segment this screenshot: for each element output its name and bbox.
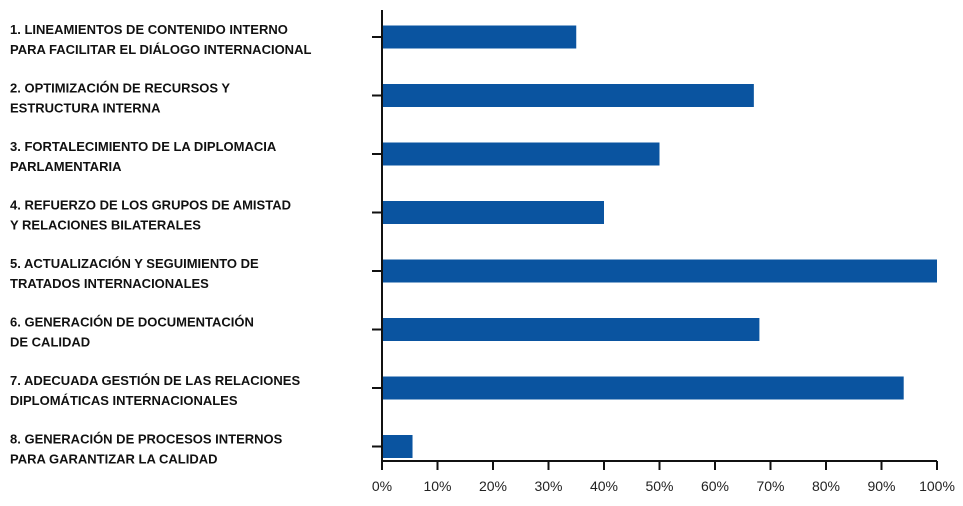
category-label-line: 5. ACTUALIZACIÓN Y SEGUIMIENTO DE bbox=[10, 256, 259, 271]
x-tick-label: 10% bbox=[423, 478, 451, 494]
bar-6 bbox=[383, 318, 760, 341]
bar-4 bbox=[383, 201, 604, 224]
x-tick-label: 90% bbox=[867, 478, 895, 494]
bars bbox=[383, 25, 937, 458]
category-label-7: 7. ADECUADA GESTIÓN DE LAS RELACIONES DIP… bbox=[10, 373, 300, 408]
category-label-2: 2. OPTIMIZACIÓN DE RECURSOS Y ESTRUCTURA … bbox=[10, 81, 230, 116]
x-tick-label: 20% bbox=[479, 478, 507, 494]
category-label-line: DE CALIDAD bbox=[10, 335, 90, 350]
category-label-5: 5. ACTUALIZACIÓN Y SEGUIMIENTO DE TRATADO… bbox=[10, 256, 259, 291]
category-label-line: 7. ADECUADA GESTIÓN DE LAS RELACIONES bbox=[10, 373, 300, 388]
bar-3 bbox=[383, 142, 660, 166]
x-tick-labels: 0% 10% 20% 30% 40% 50% 60% 70% 80% 90% 100% bbox=[372, 478, 955, 494]
bar-5 bbox=[383, 259, 937, 283]
category-label-line: DIPLOMÁTICAS INTERNACIONALES bbox=[10, 393, 238, 408]
category-label-line: TRATADOS INTERNACIONALES bbox=[10, 276, 209, 291]
x-tick-label: 80% bbox=[812, 478, 840, 494]
category-label-line: 1. LINEAMIENTOS DE CONTENIDO INTERNO bbox=[10, 22, 288, 37]
category-label-line: 6. GENERACIÓN DE DOCUMENTACIÓN bbox=[10, 315, 254, 330]
category-label-3: 3. FORTALECIMIENTO DE LA DIPLOMACIA PARLA… bbox=[10, 139, 277, 174]
x-tick-label: 70% bbox=[756, 478, 784, 494]
category-label-line: 3. FORTALECIMIENTO DE LA DIPLOMACIA bbox=[10, 139, 277, 154]
x-tick-label: 60% bbox=[701, 478, 729, 494]
bar-1 bbox=[383, 25, 577, 49]
category-labels: 1. LINEAMIENTOS DE CONTENIDO INTERNO PARA… bbox=[10, 22, 311, 467]
category-label-line: PARLAMENTARIA bbox=[10, 159, 122, 174]
x-tick-label: 100% bbox=[919, 478, 955, 494]
category-label-4: 4. REFUERZO DE LOS GRUPOS DE AMISTAD Y RE… bbox=[10, 198, 291, 233]
category-label-6: 6. GENERACIÓN DE DOCUMENTACIÓN DE CALIDAD bbox=[10, 315, 254, 350]
category-label-line: 2. OPTIMIZACIÓN DE RECURSOS Y bbox=[10, 81, 230, 96]
x-tick-label: 30% bbox=[534, 478, 562, 494]
category-label-8: 8. GENERACIÓN DE PROCESOS INTERNOS PARA G… bbox=[10, 432, 283, 467]
bar-2 bbox=[383, 84, 754, 107]
category-label-1: 1. LINEAMIENTOS DE CONTENIDO INTERNO PARA… bbox=[10, 22, 311, 57]
axes bbox=[372, 10, 938, 470]
category-label-line: Y RELACIONES BILATERALES bbox=[10, 218, 201, 233]
category-label-line: 8. GENERACIÓN DE PROCESOS INTERNOS bbox=[10, 432, 283, 447]
category-label-line: ESTRUCTURA INTERNA bbox=[10, 101, 161, 116]
x-tick-label: 0% bbox=[372, 478, 392, 494]
category-label-line: PARA GARANTIZAR LA CALIDAD bbox=[10, 452, 218, 467]
bar-7 bbox=[383, 376, 904, 400]
x-tick-label: 40% bbox=[590, 478, 618, 494]
category-label-line: PARA FACILITAR EL DIÁLOGO INTERNACIONAL bbox=[10, 42, 311, 57]
x-tick-label: 50% bbox=[645, 478, 673, 494]
bar-8 bbox=[383, 435, 413, 458]
category-label-line: 4. REFUERZO DE LOS GRUPOS DE AMISTAD bbox=[10, 198, 291, 213]
